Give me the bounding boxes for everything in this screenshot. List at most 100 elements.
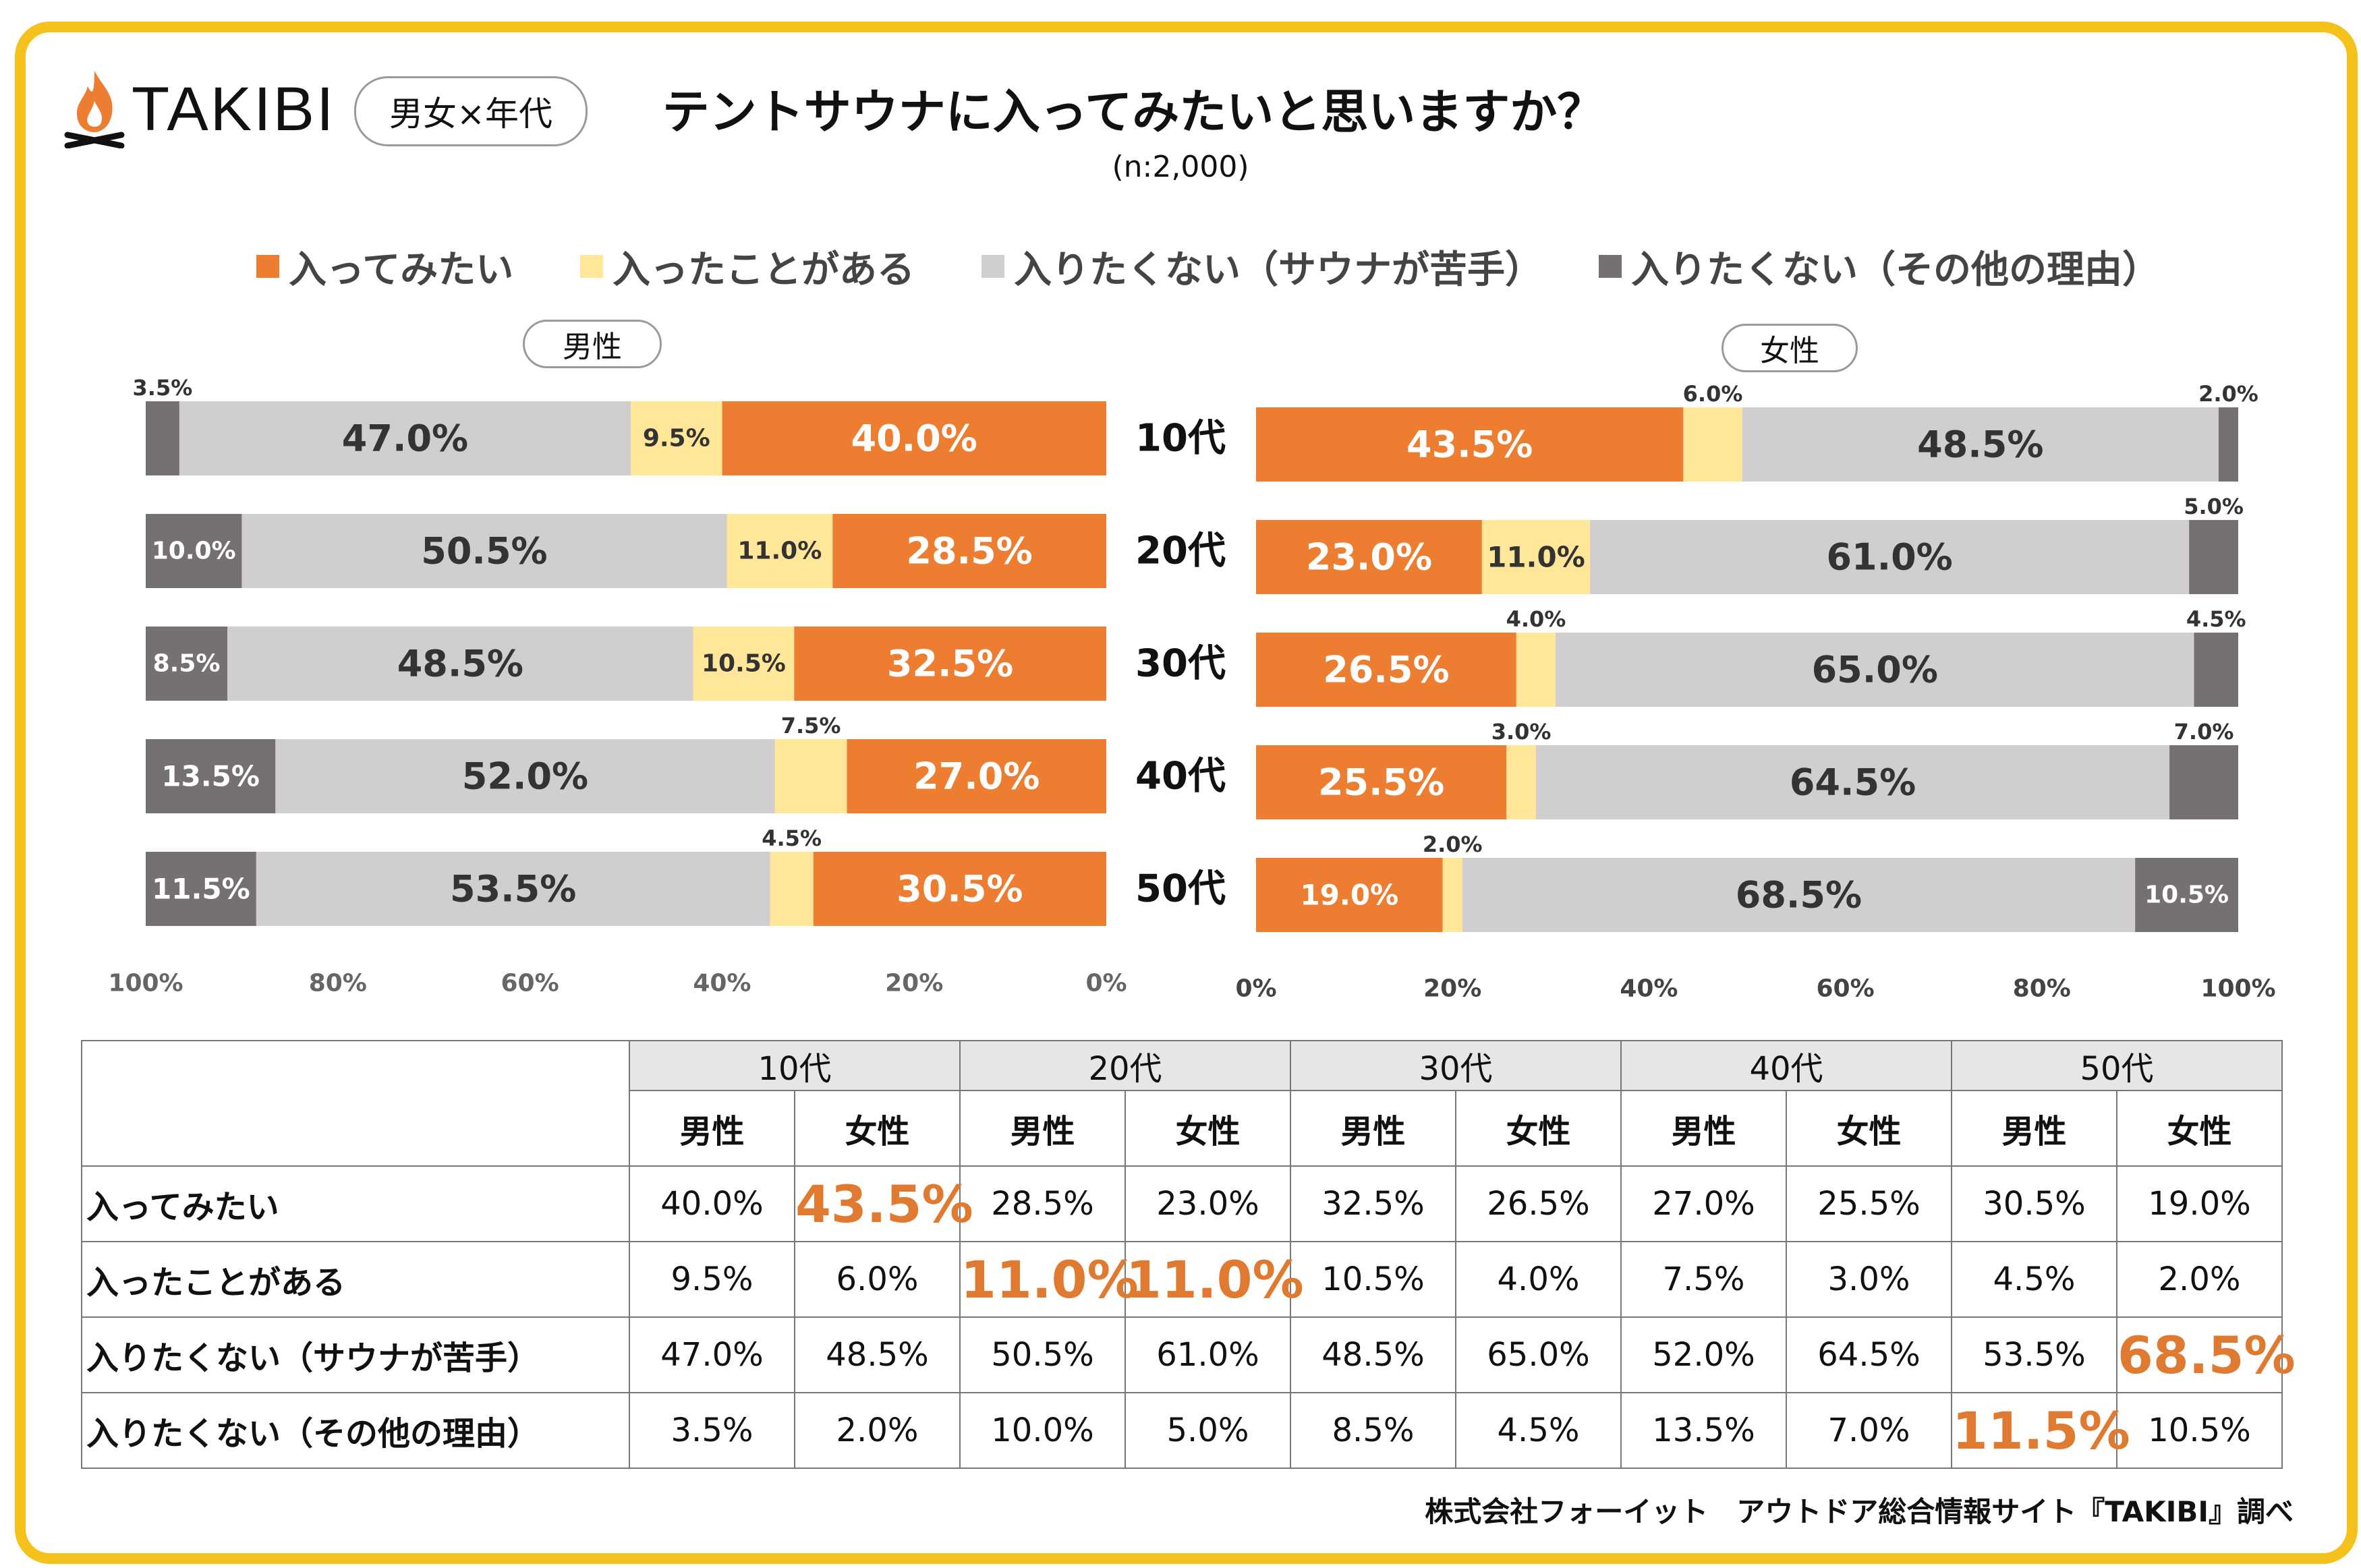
table-cell: 61.0%	[1125, 1316, 1291, 1393]
table-row: 入ったことがある 9.5% 6.0% 11.0% 11.0% 10.5% 4.0…	[81, 1241, 2283, 1318]
source-credit: 株式会社フォーイット アウトドア総合情報サイト『TAKIBI』調べ	[1425, 1495, 2294, 1528]
data-label: 65.0%	[1812, 649, 1938, 691]
table-cell: 47.0%	[629, 1316, 795, 1393]
table-cell: 40.0%	[629, 1165, 795, 1242]
age-category-label: 20代	[1135, 529, 1226, 573]
table-sub-male: 男性	[1951, 1090, 2117, 1167]
axis-tick-label: 0%	[1085, 970, 1127, 997]
table-cell: 10.0%	[959, 1392, 1126, 1469]
table-cell: 52.0%	[1620, 1316, 1787, 1393]
data-label: 48.5%	[397, 643, 523, 685]
axis-tick-label: 60%	[1817, 975, 1875, 1003]
bar-segment	[832, 514, 1106, 588]
legend-item-experienced: 入ったことがある	[580, 239, 915, 293]
table-sub-female: 女性	[1125, 1090, 1291, 1167]
data-label: 27.0%	[913, 755, 1040, 798]
table-group-50s: 50代	[1951, 1040, 2283, 1091]
panel-label-male: 男性	[523, 320, 662, 368]
data-label: 47.0%	[342, 417, 468, 460]
data-label: 10.5%	[2144, 881, 2229, 909]
bar-segment	[693, 627, 795, 701]
table-cell-highlight: 11.0%	[959, 1241, 1139, 1318]
age-category-label: 30代	[1135, 642, 1226, 686]
table-cell: 53.5%	[1951, 1316, 2117, 1393]
data-label: 10.5%	[702, 650, 786, 678]
segment-badge: 男女×年代	[354, 76, 588, 146]
campfire-logo-icon	[64, 71, 125, 148]
summary-table: 10代 20代 30代 40代 50代 男性 女性 男性 女性 男性 女性 男性…	[81, 1040, 2296, 1469]
table-cell-highlight: 43.5%	[794, 1165, 973, 1242]
table-cell: 2.0%	[794, 1392, 961, 1469]
axis-tick-label: 20%	[885, 970, 943, 997]
table-sub-male: 男性	[959, 1090, 1126, 1167]
bar-segment	[2189, 520, 2238, 594]
table-cell: 23.0%	[1125, 1165, 1291, 1242]
data-label: 13.5%	[161, 760, 260, 793]
row-label: 入りたくない（その他の理由）	[81, 1392, 630, 1469]
table-cell: 26.5%	[1455, 1165, 1622, 1242]
stacked-bar-charts: 40.0% 9.5% 47.0% 3.5% 28.5% 11.0% 50.5% 10.0% 32…	[108, 375, 2275, 1003]
table-cell-highlight: 11.0%	[1125, 1241, 1304, 1318]
data-label: 68.5%	[1736, 874, 1862, 917]
table-cell: 4.0%	[1455, 1241, 1622, 1318]
bar-segment	[227, 627, 693, 701]
data-label: 64.5%	[1790, 761, 1916, 804]
data-label: 2.0%	[2198, 381, 2258, 407]
data-label: 11.0%	[1487, 541, 1585, 574]
bar-segment	[1256, 520, 1482, 594]
bar-segment	[1556, 633, 2194, 707]
table-group-30s: 30代	[1290, 1040, 1622, 1091]
bar-segment	[1742, 407, 2219, 482]
table-cell: 13.5%	[1620, 1392, 1787, 1469]
bar-segment	[2169, 745, 2238, 819]
data-label: 4.5%	[2186, 606, 2246, 632]
bar-segment	[275, 739, 775, 813]
bar-segment	[727, 514, 833, 588]
data-label: 28.5%	[906, 530, 1032, 573]
legend-swatch	[256, 255, 279, 278]
axis-tick-label: 80%	[309, 970, 367, 997]
table-cell: 25.5%	[1786, 1165, 1952, 1242]
row-label: 入りたくない（サウナが苦手）	[81, 1316, 630, 1393]
bar-segment	[146, 739, 276, 813]
bar-segment	[2135, 858, 2238, 932]
table-sub-male: 男性	[1290, 1090, 1456, 1167]
page-title: テントサウナに入ってみたいと思いますか？	[662, 84, 1605, 140]
table-cell-highlight: 11.5%	[1951, 1392, 2130, 1469]
bar-segment	[2194, 633, 2238, 707]
legend-label: 入りたくない（サウナが苦手）	[1014, 248, 1543, 292]
table-cell: 3.5%	[629, 1392, 795, 1469]
bar-segment	[813, 852, 1106, 926]
axis-tick-label: 80%	[2013, 975, 2071, 1003]
bar-segment	[1256, 633, 1516, 707]
table-group-20s: 20代	[959, 1040, 1291, 1091]
data-label: 3.0%	[1491, 719, 1552, 745]
axis-tick-label: 20%	[1423, 975, 1481, 1003]
table-cell: 64.5%	[1786, 1316, 1952, 1393]
bar-segment	[2218, 407, 2238, 482]
legend-label: 入りたくない（その他の理由）	[1631, 248, 2160, 292]
bar-segment	[1462, 858, 2136, 932]
axis-tick-label: 40%	[1620, 975, 1678, 1003]
data-label: 19.0%	[1300, 879, 1398, 912]
legend-label: 入ったことがある	[613, 248, 915, 292]
data-label: 23.0%	[1306, 536, 1432, 579]
bar-segment	[1516, 633, 1556, 707]
bar-segment	[146, 401, 179, 475]
data-label: 6.0%	[1683, 381, 1743, 407]
table-cell: 9.5%	[629, 1241, 795, 1318]
data-label: 7.0%	[2174, 719, 2234, 745]
row-label: 入ったことがある	[81, 1241, 630, 1318]
data-label: 4.5%	[762, 825, 822, 851]
data-label: 5.0%	[2184, 494, 2244, 519]
bar-segment	[1535, 745, 2170, 819]
sample-size: (n:2,000)	[1112, 150, 1249, 184]
age-category-label: 10代	[1135, 417, 1226, 461]
bar-segment	[179, 401, 631, 475]
data-label: 9.5%	[643, 425, 710, 453]
data-label: 3.5%	[133, 375, 193, 401]
data-label: 11.5%	[152, 873, 250, 906]
legend-swatch	[982, 255, 1004, 278]
bar-segment	[256, 852, 770, 926]
table-cell: 65.0%	[1455, 1316, 1622, 1393]
